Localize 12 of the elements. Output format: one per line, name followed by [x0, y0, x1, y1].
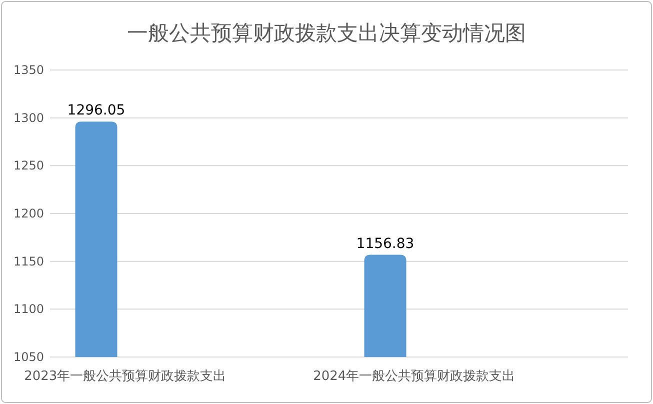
y-tick-label: 1350: [13, 63, 44, 77]
y-tick-label: 1100: [13, 302, 44, 316]
chart-title: 一般公共预算财政拨款支出决算变动情况图: [127, 21, 526, 45]
y-tick-label: 1200: [13, 206, 44, 220]
x-tick-label: 2024年一般公共预算财政拨款支出: [313, 369, 516, 384]
y-tick-label: 1150: [13, 254, 44, 268]
x-tick-label: 2023年一般公共预算财政拨款支出: [24, 369, 226, 384]
data-label: 1156.83: [356, 236, 414, 252]
y-tick-label: 1300: [13, 110, 44, 125]
y-tick-label: 1050: [13, 350, 44, 364]
y-tick-label: 1250: [13, 158, 44, 173]
data-label: 1296.05: [67, 102, 126, 119]
